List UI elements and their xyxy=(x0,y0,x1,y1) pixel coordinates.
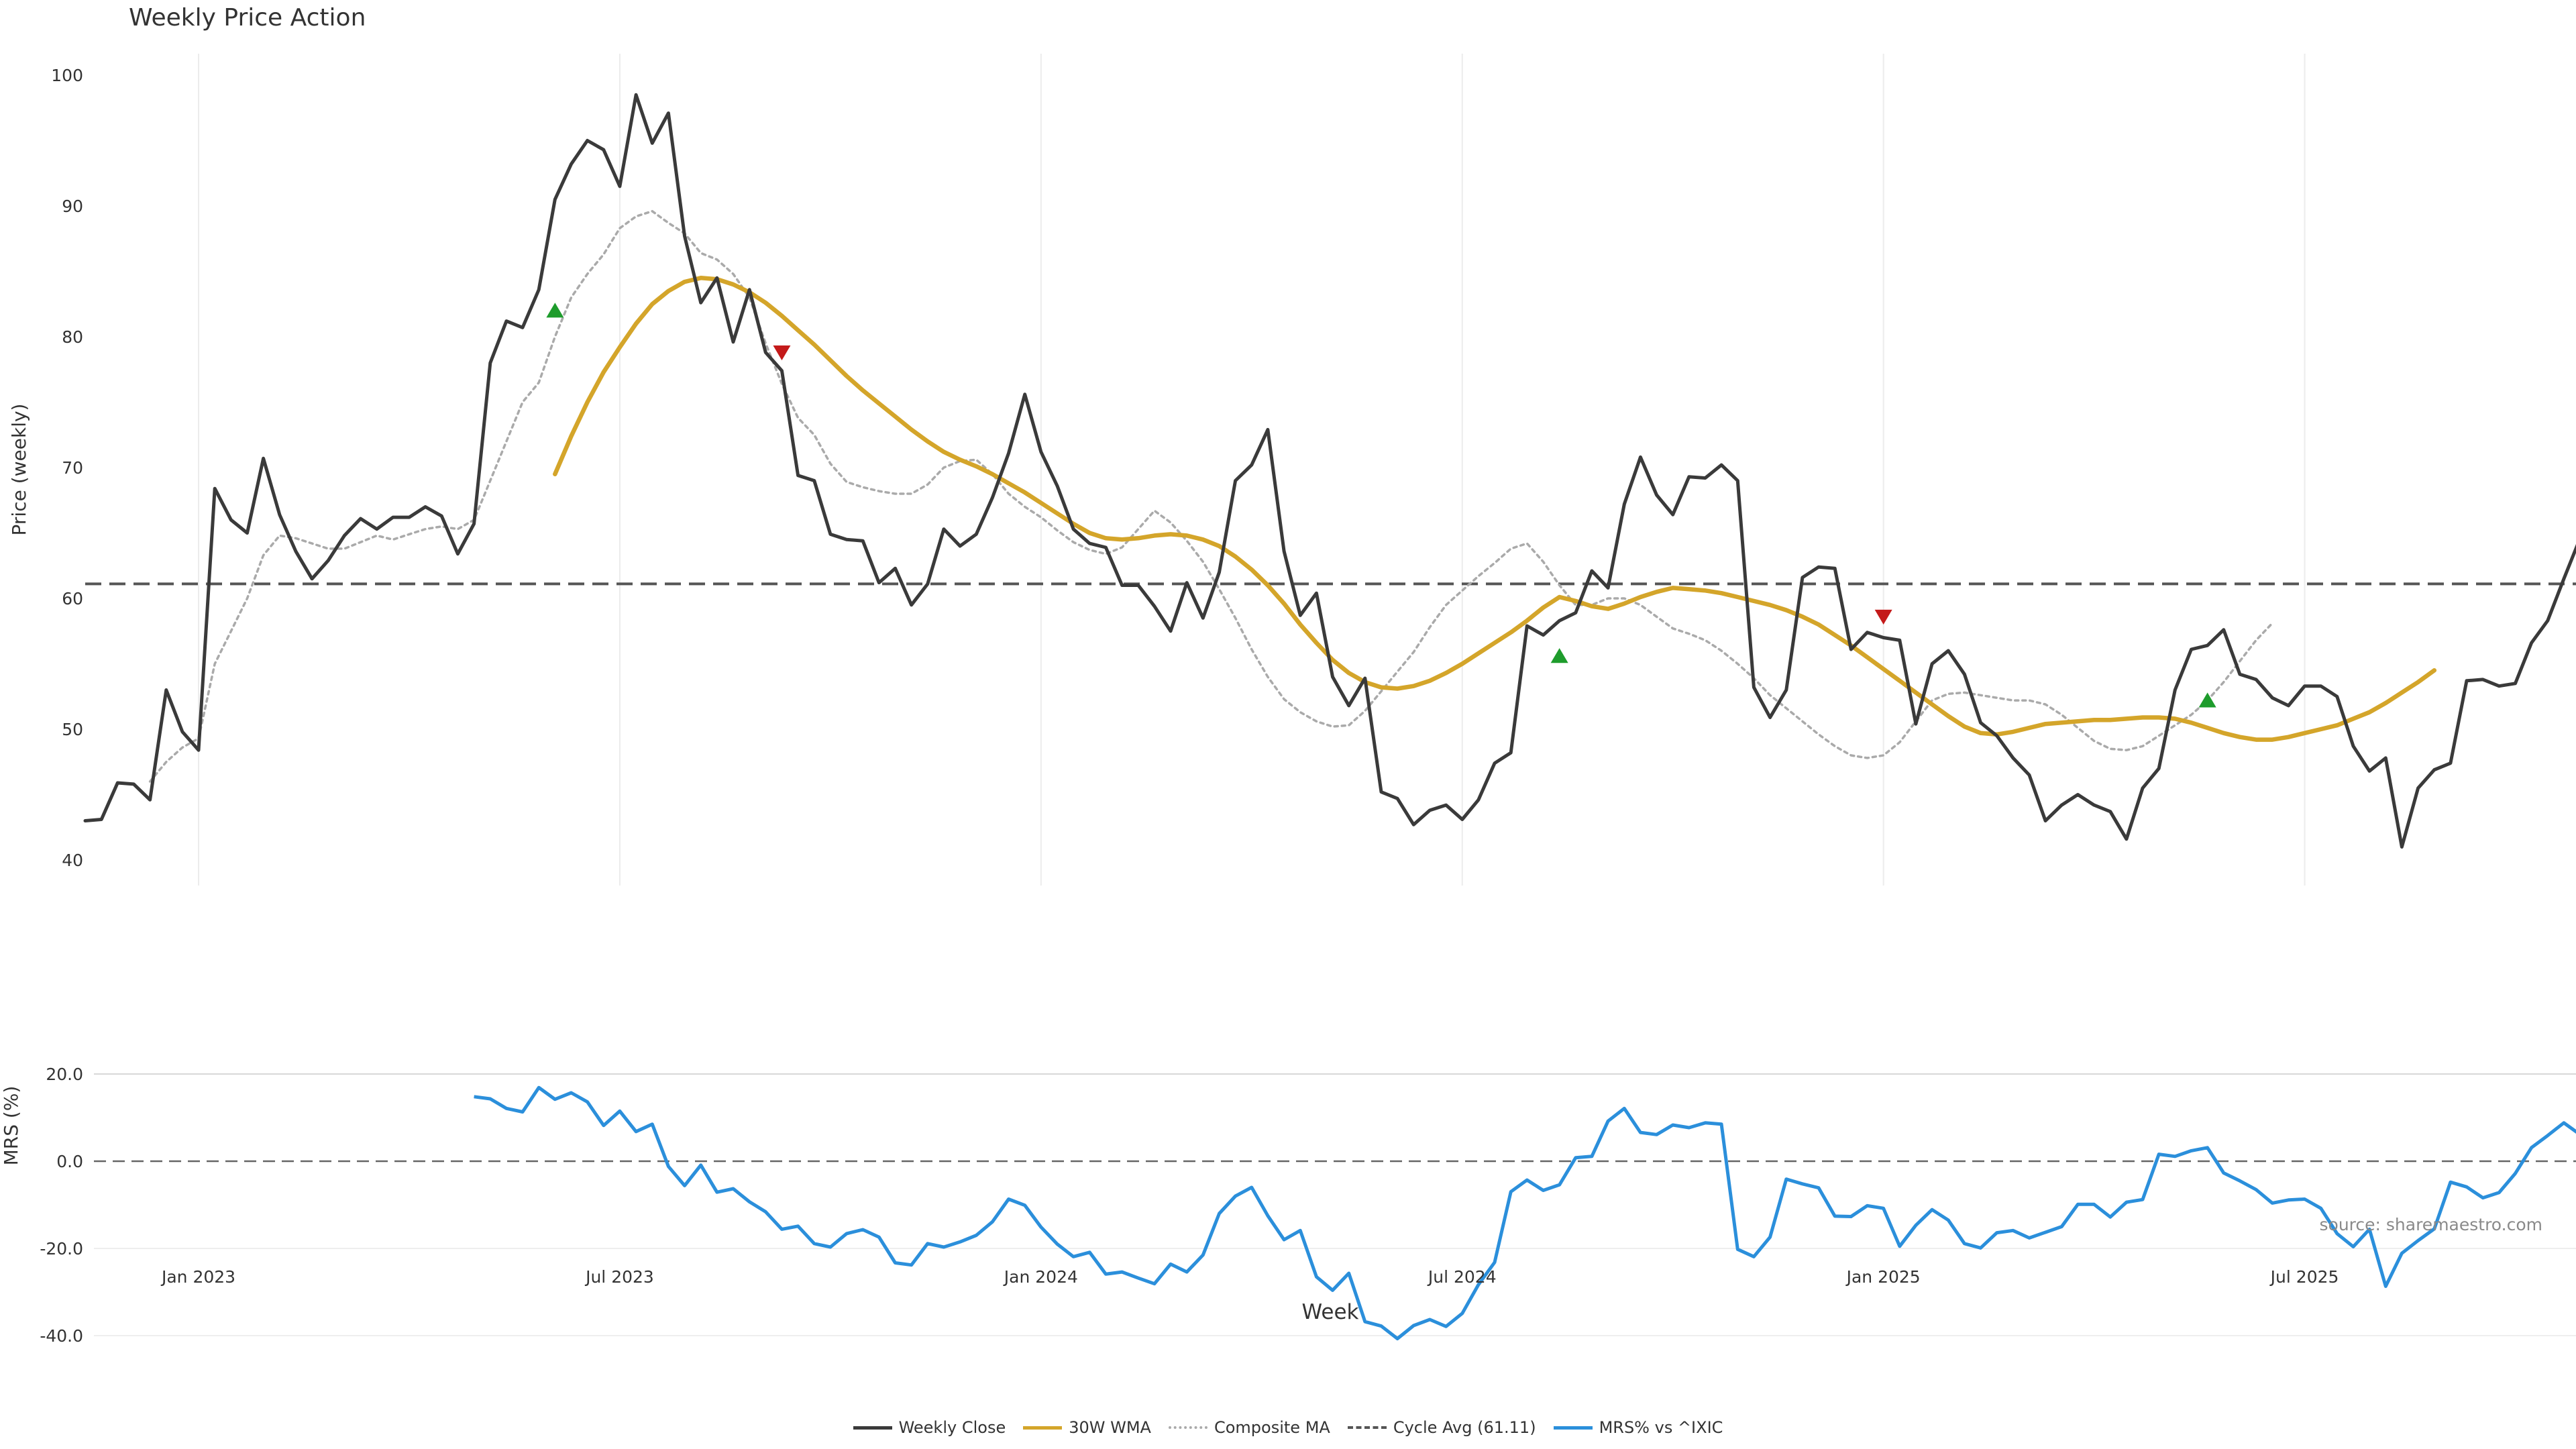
chart-title: Weekly Price Action xyxy=(129,4,366,32)
x-tick-label: Jul 2023 xyxy=(584,1267,654,1287)
buy-signal-marker xyxy=(546,303,564,318)
x-tick-label: Jul 2025 xyxy=(2269,1267,2339,1287)
lower-series-group xyxy=(474,1085,2576,1340)
upper-grid xyxy=(198,54,2306,885)
legend: Weekly Close 30W WMA Composite MA Cycle Avg… xyxy=(0,1418,2576,1437)
signal-markers xyxy=(546,303,2216,708)
buy-signal-marker xyxy=(2198,692,2216,708)
sell-signal-marker xyxy=(1874,609,1892,625)
y-tick-label: 90 xyxy=(62,197,83,216)
y-tick-label: 100 xyxy=(51,66,83,85)
legend-swatch xyxy=(1347,1426,1387,1429)
y-axis-title-upper: Price (weekly) xyxy=(8,404,30,536)
composite-ma-line xyxy=(148,210,2274,783)
legend-swatch xyxy=(1023,1426,1063,1430)
x-axis-title: Week xyxy=(1302,1300,1359,1324)
legend-item: Composite MA xyxy=(1168,1418,1330,1437)
y-tick-label: -40.0 xyxy=(40,1326,83,1346)
y-tick-label: 80 xyxy=(62,327,83,347)
legend-label: MRS% vs ^IXIC xyxy=(1599,1418,1723,1437)
y-axis-title-lower: MRS (%) xyxy=(0,1086,22,1166)
legend-label: Composite MA xyxy=(1214,1418,1330,1437)
legend-swatch xyxy=(1553,1426,1593,1430)
legend-swatch xyxy=(1168,1426,1208,1429)
legend-label: Cycle Avg (61.11) xyxy=(1393,1418,1536,1437)
x-tick-label: Jan 2023 xyxy=(160,1267,235,1287)
x-tick-label: Jul 2024 xyxy=(1427,1267,1497,1287)
legend-item: MRS% vs ^IXIC xyxy=(1553,1418,1723,1437)
wma-30w-line xyxy=(553,276,2437,742)
legend-label: Weekly Close xyxy=(898,1418,1006,1437)
sell-signal-marker xyxy=(773,345,791,361)
legend-item: Weekly Close xyxy=(853,1418,1006,1437)
x-tick-label: Jan 2024 xyxy=(1003,1267,1078,1287)
y-tick-label: 40 xyxy=(62,851,83,870)
source-note: source: sharemaestro.com xyxy=(2319,1215,2543,1234)
lower-grid xyxy=(94,1073,2576,1336)
buy-signal-marker xyxy=(1550,648,1568,663)
upper-series-group xyxy=(83,93,2576,849)
y-tick-label: 50 xyxy=(62,720,83,739)
legend-item: 30W WMA xyxy=(1023,1418,1151,1437)
x-tick-label: Jan 2025 xyxy=(1845,1267,1921,1287)
weekly-close-line xyxy=(83,93,2576,849)
y-tick-label: 20.0 xyxy=(46,1065,83,1084)
y-tick-label: 70 xyxy=(62,458,83,478)
y-tick-label: 0.0 xyxy=(56,1152,83,1171)
y-tick-label: 60 xyxy=(62,589,83,608)
axis-labels: Jan 2023 Jul 2023 Jan 2024 Jul 2024 Jan 2025… xyxy=(0,66,2339,1346)
y-tick-label: -20.0 xyxy=(40,1239,83,1258)
mrs-line xyxy=(474,1085,2576,1340)
legend-swatch xyxy=(853,1426,892,1430)
legend-label: 30W WMA xyxy=(1069,1418,1151,1437)
legend-item: Cycle Avg (61.11) xyxy=(1347,1418,1536,1437)
